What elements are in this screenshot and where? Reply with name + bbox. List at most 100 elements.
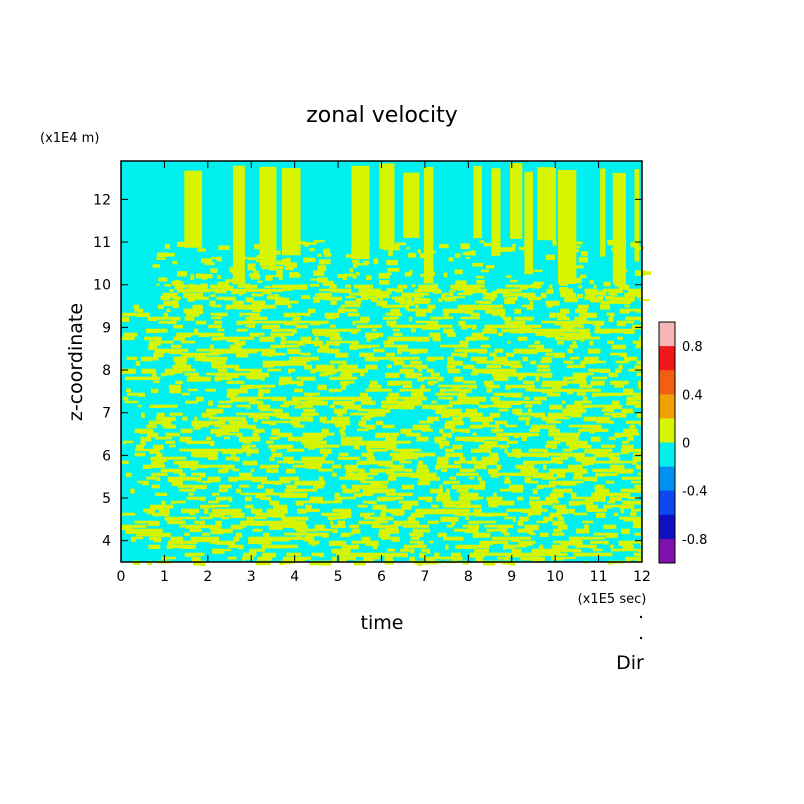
- x-tick-label: 0: [117, 569, 126, 585]
- field-patch: [484, 416, 494, 422]
- field-patch: [382, 408, 391, 413]
- field-patch: [545, 548, 561, 554]
- field-patch: [173, 324, 184, 329]
- field-patch: [570, 336, 581, 340]
- field-patch: [271, 288, 284, 293]
- field-patch: [639, 316, 642, 323]
- field-patch: [447, 396, 453, 400]
- field-patch: [613, 244, 624, 248]
- field-patch: [584, 360, 597, 364]
- field-patch: [209, 512, 225, 518]
- field-patch: [246, 516, 255, 522]
- field-patch: [361, 452, 370, 457]
- field-patch: [399, 300, 407, 305]
- field-patch: [232, 300, 245, 307]
- field-patch: [264, 512, 272, 518]
- field-patch: [526, 464, 535, 470]
- field-patch: [181, 352, 194, 358]
- field-patch: [184, 532, 190, 537]
- field-patch: [400, 448, 414, 455]
- field-patch: [302, 416, 314, 422]
- field-patch: [353, 444, 360, 450]
- field-patch: [329, 404, 335, 409]
- field-patch: [636, 412, 642, 418]
- field-patch: [191, 332, 199, 336]
- field-patch: [350, 552, 365, 557]
- field-patch: [437, 492, 450, 497]
- field-patch: [505, 284, 520, 288]
- field-patch: [590, 290, 599, 296]
- field-patch: [417, 376, 424, 382]
- field-patch: [236, 404, 247, 408]
- field-patch: [182, 416, 188, 421]
- field-patch: [567, 468, 572, 473]
- field-patch: [320, 320, 329, 324]
- field-patch: [489, 352, 497, 357]
- field-patch: [262, 552, 277, 558]
- field-patch: [376, 300, 388, 306]
- field-patch: [404, 372, 419, 379]
- field-patch: [579, 312, 583, 317]
- field-patch: [634, 288, 642, 293]
- field-patch: [519, 516, 529, 522]
- field-patch: [169, 289, 174, 292]
- field-patch: [224, 496, 229, 500]
- field-patch: [371, 324, 382, 328]
- x-tick-label: 12: [633, 569, 651, 585]
- field-patch: [359, 352, 369, 357]
- field-patch: [618, 404, 623, 410]
- field-patch: [240, 384, 246, 390]
- field-patch: [301, 356, 311, 362]
- field-patch: [126, 472, 132, 477]
- field-patch: [279, 376, 293, 382]
- y-tick-label: 5: [102, 491, 111, 507]
- field-patch: [491, 360, 500, 364]
- field-patch: [619, 308, 630, 314]
- field-patch: [498, 496, 503, 502]
- field-patch: [603, 281, 611, 287]
- field-patch: [154, 348, 170, 353]
- field-patch: [172, 544, 182, 549]
- field-patch: [144, 436, 152, 442]
- field-patch: [496, 288, 511, 294]
- field-patch: [361, 416, 371, 421]
- field-patch: [317, 528, 333, 532]
- field-patch: [282, 380, 286, 386]
- field-patch: [302, 432, 315, 439]
- field-patch: [454, 308, 466, 314]
- field-patch: [578, 257, 588, 263]
- field-patch: [410, 536, 420, 540]
- field-patch: [530, 360, 537, 365]
- field-patch: [169, 444, 176, 448]
- field-patch: [173, 460, 186, 465]
- field-patch: [551, 456, 561, 462]
- field-patch: [633, 432, 640, 436]
- field-patch: [266, 240, 276, 246]
- field-patch: [493, 552, 508, 556]
- field-patch: [431, 404, 446, 410]
- field-patch: [464, 472, 473, 476]
- field-patch: [432, 289, 442, 294]
- field-patch: [504, 532, 510, 536]
- field-patch: [319, 372, 328, 377]
- field-patch: [562, 251, 570, 256]
- field-patch: [287, 460, 294, 464]
- field-patch: [326, 432, 335, 436]
- field-patch: [452, 360, 463, 366]
- field-patch: [521, 508, 532, 513]
- field-patch: [342, 496, 347, 500]
- field-patch: [122, 312, 137, 317]
- field-patch: [166, 544, 173, 549]
- field-patch: [127, 392, 139, 396]
- field-patch: [527, 528, 534, 534]
- field-patch: [181, 348, 189, 352]
- field-patch: [482, 292, 486, 296]
- field-patch: [303, 408, 316, 413]
- field-patch: [321, 512, 326, 516]
- field-patch: [492, 312, 501, 316]
- field-patch: [480, 269, 489, 273]
- field-patch: [378, 408, 383, 415]
- field-patch: [540, 344, 545, 349]
- field-patch: [504, 372, 519, 377]
- field-patch: [528, 408, 532, 413]
